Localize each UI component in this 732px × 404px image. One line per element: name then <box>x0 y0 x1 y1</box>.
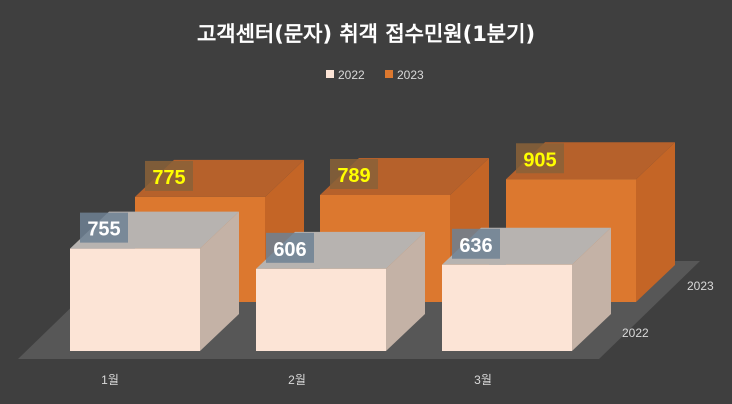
data-label-box-2022-mar <box>452 228 500 259</box>
bar-2022-jan-side <box>200 211 239 351</box>
data-label-2022-feb: 606 <box>273 239 306 261</box>
bars-2022 <box>70 211 611 351</box>
bar-2022-mar-front <box>442 264 572 351</box>
data-label-2022-jan: 755 <box>87 219 120 241</box>
legend-swatch-2023 <box>385 70 393 78</box>
legend: 2022 2023 <box>326 68 424 82</box>
bar-2022-feb-side <box>386 231 425 351</box>
data-label-2023-jan: 775 <box>152 167 185 189</box>
bar-2022-feb-front <box>256 268 386 351</box>
x-tick-feb: 2월 <box>288 373 306 387</box>
data-label-box-2022-feb <box>266 232 314 263</box>
data-label-box-2022-jan <box>80 212 128 243</box>
bar-2022-mar-side <box>572 227 611 351</box>
depth-label-2022: 2022 <box>622 326 649 340</box>
data-label-2022-mar: 636 <box>459 235 492 257</box>
data-label-2023-feb: 789 <box>337 165 370 187</box>
x-tick-jan: 1월 <box>101 373 119 387</box>
bar-2023-mar-side <box>636 142 675 302</box>
legend-swatch-2022 <box>326 70 334 78</box>
chart-title: 고객센터(문자) 취객 접수민원(1분기) <box>197 22 535 46</box>
data-label-box-2023-feb <box>330 159 378 190</box>
x-tick-mar: 3월 <box>474 373 492 387</box>
data-label-box-2023-jan <box>145 160 193 191</box>
bar-2022-jan-front <box>70 248 200 351</box>
legend-label-2023: 2023 <box>397 68 424 82</box>
data-labels: 755 606 636 775 789 905 <box>80 143 564 263</box>
data-label-box-2023-mar <box>516 143 564 174</box>
data-label-2023-mar: 905 <box>523 149 556 171</box>
depth-label-2023: 2023 <box>687 279 714 293</box>
legend-label-2022: 2022 <box>338 68 365 82</box>
